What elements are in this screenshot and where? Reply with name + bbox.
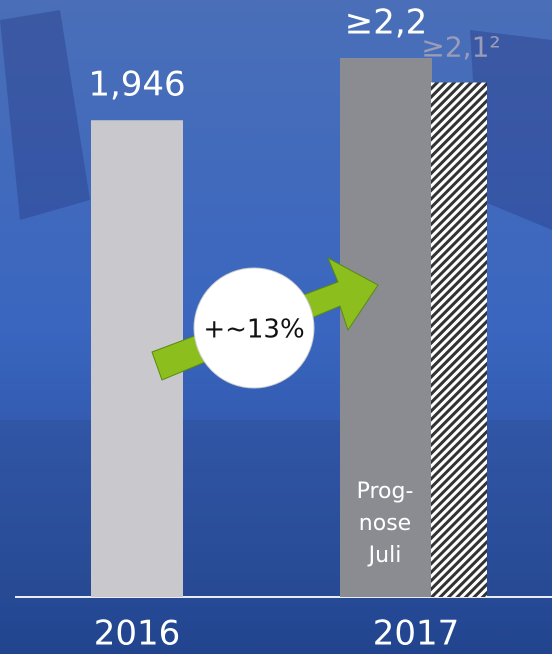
annotation: +~13% (203, 315, 304, 345)
forecast-bar (431, 82, 487, 597)
forecast-label: ≥2,1² (421, 31, 500, 64)
value-label: ≥2,2 (345, 3, 428, 43)
bar-note: nose (359, 511, 411, 536)
backdrop-shape (470, 30, 552, 230)
bar (340, 58, 432, 597)
annotation-circle (193, 267, 315, 389)
value-label: 1,946 (88, 65, 185, 105)
backdrop-shape (0, 10, 90, 220)
x-tick-label: 2017 (373, 614, 460, 654)
bar-note: Juli (367, 543, 402, 568)
bar-note: Prog- (357, 479, 414, 504)
x-tick-label: 2016 (94, 614, 181, 654)
